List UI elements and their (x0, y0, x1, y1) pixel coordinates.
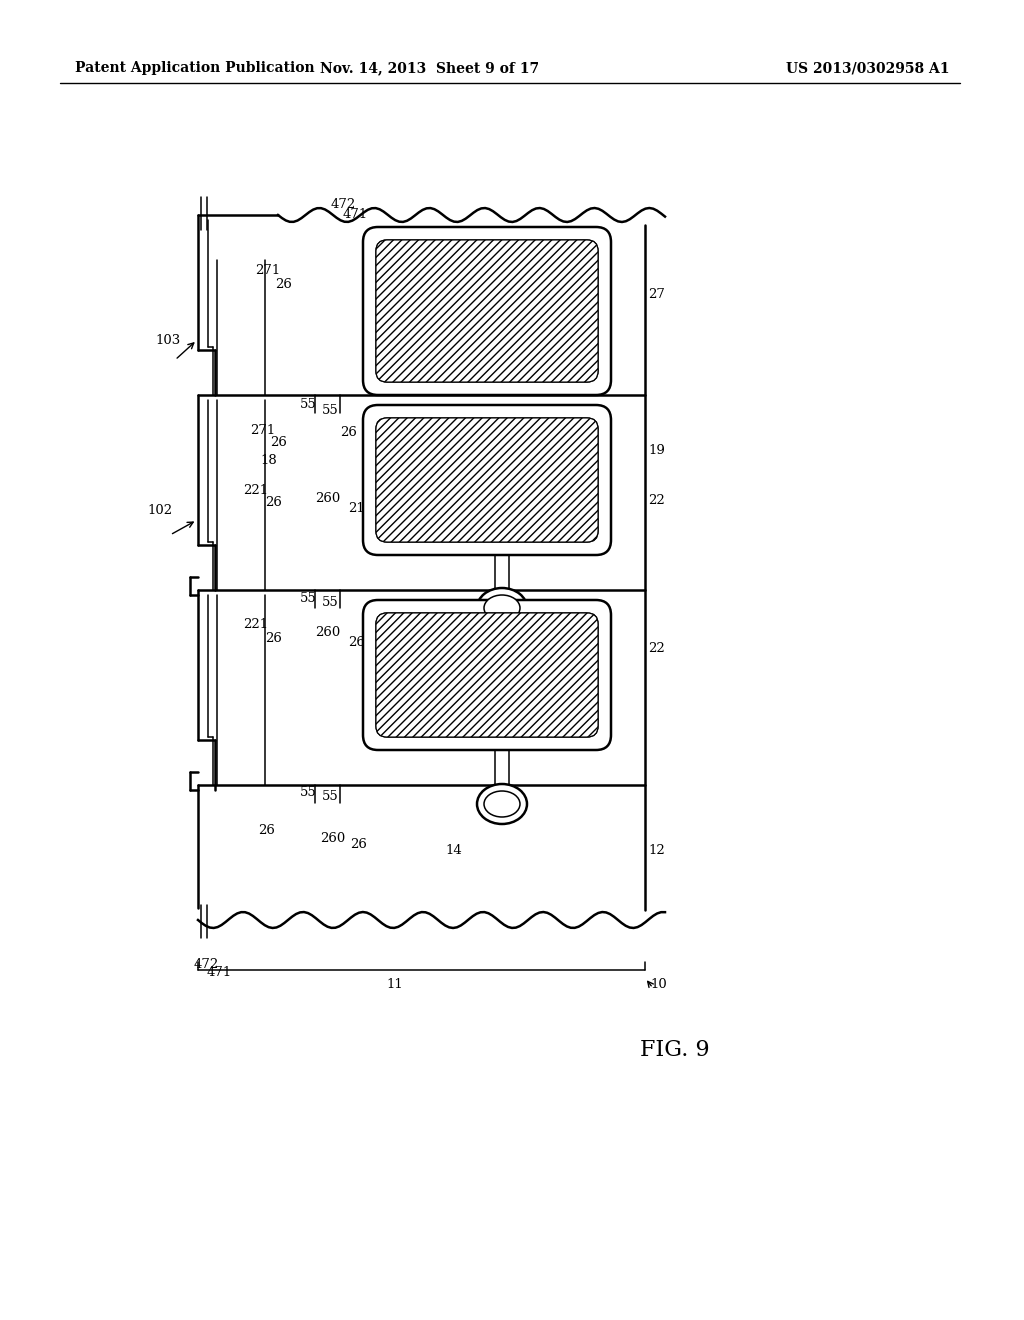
Text: 55: 55 (322, 404, 339, 417)
Text: FIG. 9: FIG. 9 (640, 1039, 710, 1061)
Text: 262: 262 (500, 264, 525, 276)
Text: 271: 271 (255, 264, 281, 276)
Text: Nov. 14, 2013  Sheet 9 of 17: Nov. 14, 2013 Sheet 9 of 17 (321, 61, 540, 75)
Text: 261: 261 (515, 276, 541, 289)
Text: 26: 26 (275, 279, 292, 292)
Text: 26: 26 (340, 426, 357, 440)
Text: 103: 103 (155, 334, 180, 346)
Text: 27: 27 (648, 289, 665, 301)
Text: 18: 18 (260, 454, 276, 466)
Text: US 2013/0302958 A1: US 2013/0302958 A1 (786, 61, 950, 75)
Text: 22: 22 (648, 494, 665, 507)
Text: 55: 55 (322, 597, 339, 610)
Text: 14: 14 (445, 843, 462, 857)
FancyBboxPatch shape (362, 601, 611, 750)
FancyBboxPatch shape (376, 240, 598, 381)
Text: Patent Application Publication: Patent Application Publication (75, 61, 314, 75)
Text: 26: 26 (258, 824, 274, 837)
Text: 10: 10 (650, 978, 667, 991)
Text: 262: 262 (395, 648, 420, 661)
Text: 259: 259 (455, 495, 480, 508)
Text: 472: 472 (331, 198, 356, 211)
FancyBboxPatch shape (376, 612, 598, 737)
Text: 19: 19 (648, 444, 665, 457)
Text: 11: 11 (387, 978, 403, 991)
Text: 261: 261 (470, 653, 496, 667)
Text: 26: 26 (350, 838, 367, 851)
Text: 260: 260 (319, 832, 345, 845)
Ellipse shape (477, 784, 527, 824)
Text: 471: 471 (343, 209, 369, 222)
FancyBboxPatch shape (362, 405, 611, 554)
FancyBboxPatch shape (376, 612, 598, 737)
Text: 55: 55 (300, 591, 316, 605)
Text: 261: 261 (470, 508, 496, 521)
FancyBboxPatch shape (376, 240, 598, 381)
Text: 26: 26 (265, 496, 282, 510)
Text: 55: 55 (300, 785, 316, 799)
Text: 262: 262 (395, 503, 420, 516)
Text: 260: 260 (315, 491, 340, 504)
Text: 26: 26 (265, 631, 282, 644)
Text: 22: 22 (648, 642, 665, 655)
FancyBboxPatch shape (376, 418, 598, 543)
Text: 141: 141 (395, 253, 420, 267)
Text: 472: 472 (194, 957, 219, 970)
Text: 21: 21 (362, 648, 379, 661)
Text: 221: 221 (243, 483, 268, 496)
Ellipse shape (484, 791, 520, 817)
Text: 271: 271 (250, 424, 275, 437)
Text: 102: 102 (147, 503, 172, 516)
Text: 21: 21 (348, 502, 365, 515)
Text: 471: 471 (207, 965, 232, 978)
Text: 26: 26 (348, 636, 365, 649)
Text: 12: 12 (648, 843, 665, 857)
Text: 260: 260 (315, 627, 340, 639)
Ellipse shape (477, 587, 527, 628)
FancyBboxPatch shape (362, 227, 611, 395)
Text: 221: 221 (243, 619, 268, 631)
Text: 55: 55 (300, 399, 316, 412)
Ellipse shape (484, 595, 520, 620)
Text: 26: 26 (270, 437, 287, 450)
Text: 259: 259 (455, 642, 480, 655)
Text: 55: 55 (322, 791, 339, 804)
FancyBboxPatch shape (376, 418, 598, 543)
